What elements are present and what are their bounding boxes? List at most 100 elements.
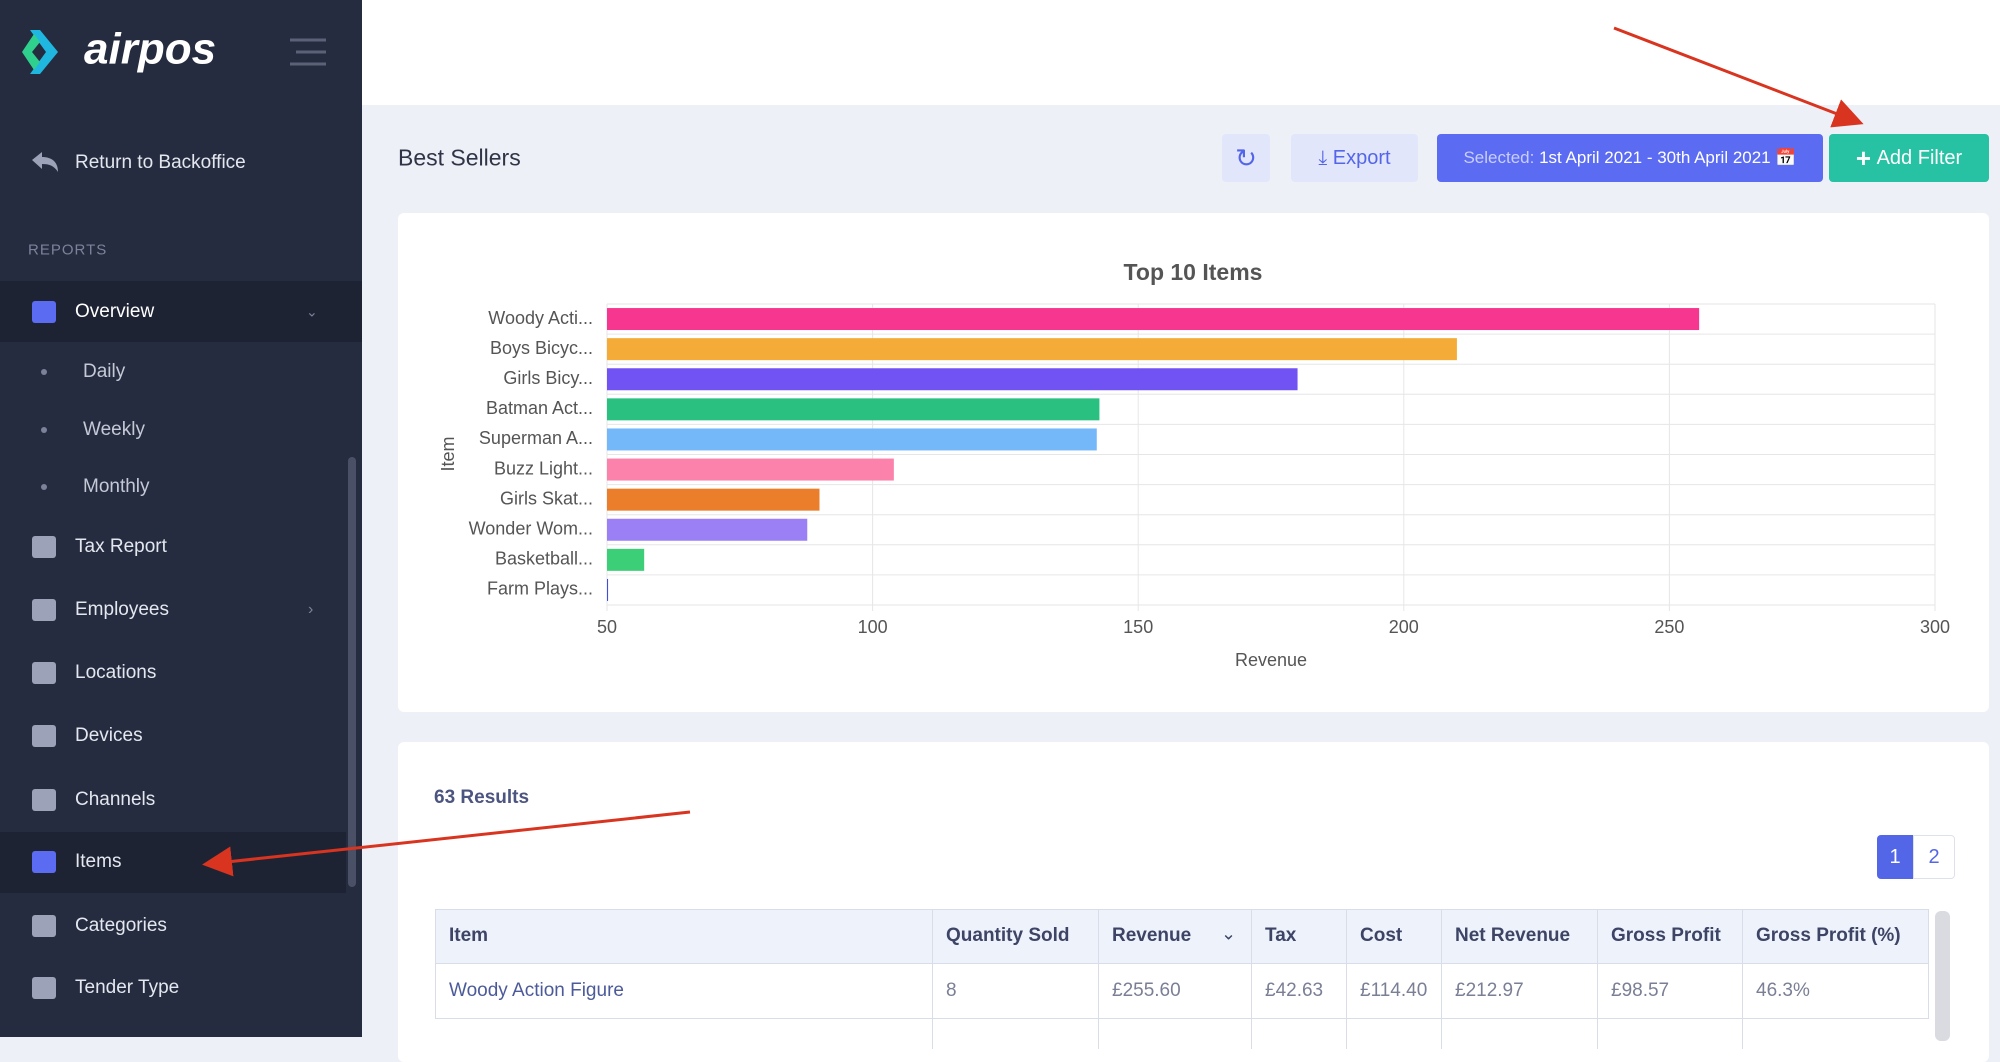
bar <box>607 338 1457 361</box>
logo: airpos <box>22 25 326 74</box>
menu-icon <box>32 915 56 937</box>
x-tick-label: 150 <box>1123 617 1153 637</box>
y-tick-label: Farm Plays... <box>487 579 593 599</box>
column-header[interactable]: Gross Profit <box>1611 925 1721 946</box>
bar <box>607 458 894 481</box>
bar <box>607 428 1097 451</box>
menu-icon <box>32 301 56 323</box>
y-tick-label: Superman A... <box>479 428 593 448</box>
refresh-button[interactable]: ↻ <box>1222 134 1270 182</box>
submenu-item[interactable]: Daily <box>83 361 126 382</box>
column-header[interactable]: Item <box>449 925 489 946</box>
bar <box>607 548 645 571</box>
table-cell: £114.40 <box>1360 980 1428 1001</box>
logo-text: airpos <box>84 25 216 74</box>
selected-range: 1st April 2021 - 30th April 2021 <box>1539 148 1771 167</box>
col-divider <box>1346 909 1347 1049</box>
y-tick-label: Girls Skat... <box>500 488 593 508</box>
submenu-dot <box>41 369 47 375</box>
table-row <box>435 964 1929 1019</box>
x-tick-label: 250 <box>1654 617 1684 637</box>
col-divider <box>1098 909 1099 1049</box>
page-button[interactable]: 2 <box>1913 835 1955 879</box>
chevron: ⌄ <box>306 303 318 320</box>
menu-item[interactable]: Locations <box>75 662 157 683</box>
menu-item[interactable]: Categories <box>75 915 167 936</box>
y-tick-label: Buzz Light... <box>494 458 593 478</box>
menu-icon <box>32 725 56 747</box>
chevron: › <box>308 601 314 618</box>
y-tick-label: Woody Acti... <box>488 308 593 328</box>
submenu-dot <box>41 484 47 490</box>
menu-item[interactable]: Tax Report <box>75 536 167 557</box>
scrollbar <box>348 457 356 887</box>
menu-icon <box>32 851 56 873</box>
column-header[interactable]: Net Revenue <box>1455 925 1571 946</box>
table-scrollbar <box>1935 911 1950 1041</box>
submenu-item[interactable]: Weekly <box>83 419 145 440</box>
column-header[interactable]: Revenue <box>1112 925 1192 946</box>
menu-item[interactable]: Employees <box>75 599 169 620</box>
sort-icon: ⌄ <box>1221 923 1237 944</box>
col-divider <box>1441 909 1442 1049</box>
x-tick-label: 100 <box>858 617 888 637</box>
add-filter-label: Add Filter <box>1876 146 1963 169</box>
y-tick-label: Wonder Wom... <box>469 519 593 539</box>
menu-item[interactable]: Overview <box>75 301 155 322</box>
back-link[interactable]: Return to Backoffice <box>75 152 246 173</box>
table-cell: £42.63 <box>1265 980 1324 1001</box>
table-cell: 8 <box>946 980 957 1001</box>
results-count: 63 Results <box>434 787 530 808</box>
x-axis-label: Revenue <box>1235 650 1307 670</box>
col-divider <box>1597 909 1598 1049</box>
column-header[interactable]: Cost <box>1360 925 1403 946</box>
chart: Top 10 Items Revenue Item 50 100 150 200 250… <box>438 259 1950 670</box>
y-tick-label: Basketball... <box>495 549 593 569</box>
table-cell: £98.57 <box>1611 980 1670 1001</box>
bar <box>607 398 1100 421</box>
y-tick-label: Girls Bicy... <box>503 368 593 388</box>
bar <box>607 488 820 511</box>
bar <box>607 518 808 541</box>
col-divider <box>1251 909 1252 1049</box>
y-tick-label: Boys Bicyc... <box>490 338 593 358</box>
menu-item[interactable]: Devices <box>75 725 143 746</box>
menu-item[interactable]: Tender Type <box>75 977 180 998</box>
column-header[interactable]: Quantity Sold <box>946 925 1070 946</box>
export-button[interactable]: ⤓ Export <box>1291 134 1418 182</box>
page-button[interactable]: 1 <box>1877 835 1913 879</box>
table-cell: 46.3% <box>1756 980 1810 1001</box>
table-card <box>398 742 1989 1062</box>
y-axis-label: Item <box>438 436 458 471</box>
col-divider <box>1742 909 1743 1049</box>
back-icon <box>32 152 58 172</box>
menu-icon <box>32 789 56 811</box>
selected-label: Selected: <box>1463 148 1535 167</box>
y-tick-label: Batman Act... <box>486 398 593 418</box>
bar <box>607 308 1700 331</box>
date-range-button[interactable]: Selected: 1st April 2021 - 30th April 20… <box>1437 134 1823 182</box>
page-title: Best Sellers <box>398 144 521 171</box>
column-header[interactable]: Gross Profit (%) <box>1756 925 1901 946</box>
menu-item[interactable]: Items <box>75 851 122 872</box>
menu-icon <box>32 536 56 558</box>
menu-icon <box>32 599 56 621</box>
bar <box>607 578 609 601</box>
column-header[interactable]: Tax <box>1265 925 1297 946</box>
table-cell: £212.97 <box>1455 980 1524 1001</box>
active-band <box>0 281 362 342</box>
table-cell: £255.60 <box>1112 980 1181 1001</box>
menu-icon <box>32 977 56 999</box>
chart-title: Top 10 Items <box>1124 259 1263 285</box>
submenu-item[interactable]: Monthly <box>83 476 150 497</box>
add-filter-button[interactable]: + Add Filter <box>1829 134 1989 182</box>
table-header <box>435 909 1929 964</box>
col-divider <box>932 909 933 1049</box>
x-tick-label: 300 <box>1920 617 1950 637</box>
export-label: Export <box>1332 146 1391 169</box>
menu-item[interactable]: Channels <box>75 789 156 810</box>
table-cell: Woody Action Figure <box>449 980 624 1001</box>
submenu-dot <box>41 427 47 433</box>
sidebar: airpos Return to Backoffice REPORTS Over… <box>0 0 362 1037</box>
